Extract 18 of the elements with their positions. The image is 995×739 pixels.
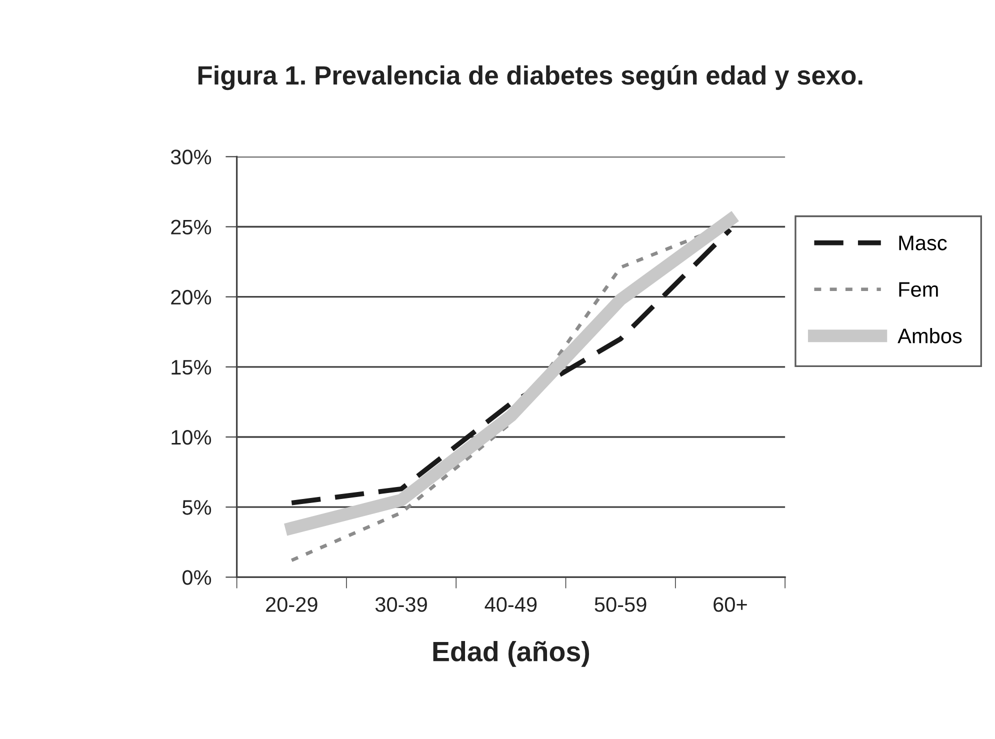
line-series [289,227,733,506]
x-tick-label: 20-29 [266,597,318,612]
x-tick-label: 40-49 [484,597,537,612]
x-axis-title: Edad (años) [433,641,590,667]
chart-title: Figura 1. Prevalencia de diabetes según edad y sexo. [198,65,862,90]
legend-label: Fem [899,282,938,297]
legend-label: Masc [899,236,947,250]
y-tick-label: 0% [182,570,212,585]
legend-label: Ambos [898,328,962,344]
y-tick-label: 15% [172,360,212,375]
y-tick-label: 25% [171,220,212,235]
x-tick-label: 60+ [714,597,747,612]
y-tick-label: 20% [171,290,212,305]
y-tick-label: 5% [182,500,212,515]
y-tick-label: 10% [172,430,212,445]
y-tick-label: 30% [170,150,212,164]
x-tick-label: 30-39 [375,597,427,612]
x-tick-label: 50-59 [594,597,646,612]
